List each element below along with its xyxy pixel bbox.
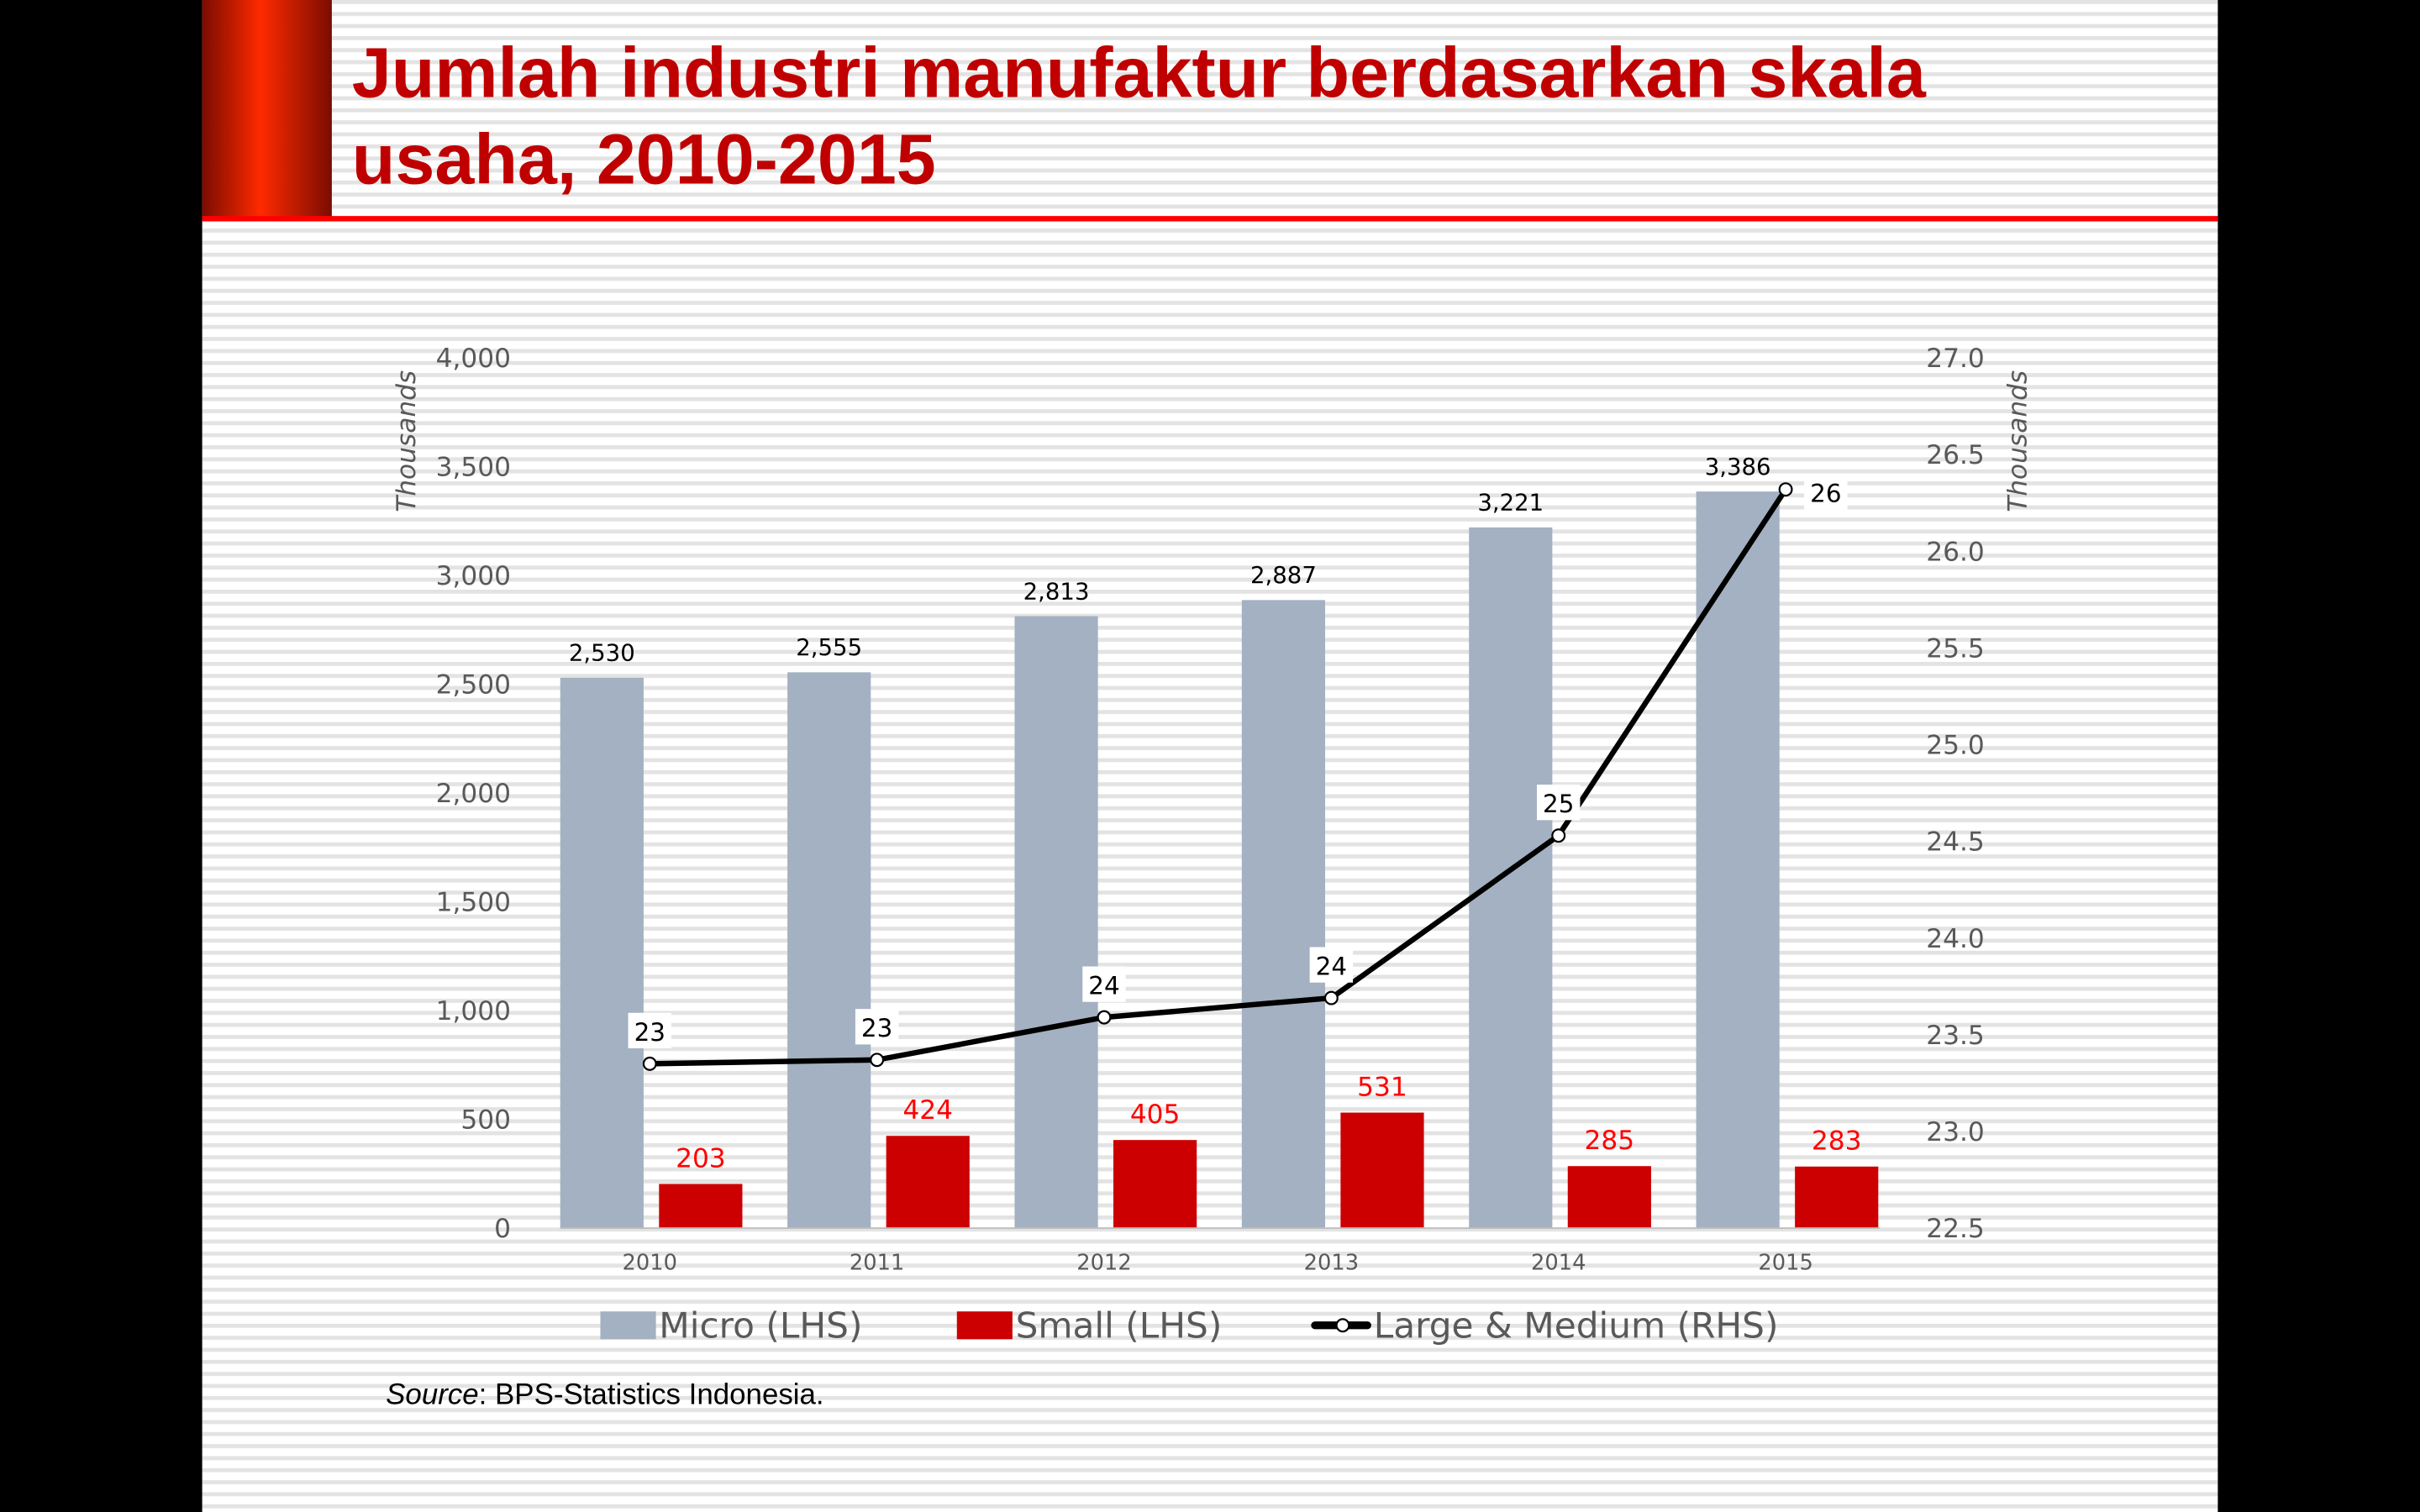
slide-title-line2: usaha, 2010-2015 xyxy=(352,120,936,199)
line-marker-large-medium xyxy=(870,1053,885,1068)
y-tick-label-right: 24.5 xyxy=(1926,827,1985,858)
title-accent-block xyxy=(202,0,332,218)
data-label-small: 283 xyxy=(1812,1126,1862,1157)
data-label-large-medium: 24 xyxy=(1088,972,1119,1000)
data-label-large-medium: 26 xyxy=(1810,479,1841,507)
data-label-large-medium: 25 xyxy=(1543,790,1574,818)
slide-background xyxy=(202,0,2218,1512)
data-label-large-medium: 23 xyxy=(634,1018,666,1047)
data-label-small: 424 xyxy=(902,1095,953,1126)
y-tick-label-right: 24.0 xyxy=(1926,924,1985,954)
y-tick-label-left: 2,000 xyxy=(436,779,511,809)
title-underline xyxy=(202,216,2218,222)
x-tick-label: 2013 xyxy=(1304,1251,1359,1276)
x-tick-label: 2015 xyxy=(1758,1251,1812,1276)
data-label-large-medium: 24 xyxy=(1316,953,1347,981)
line-marker-large-medium xyxy=(1323,990,1339,1005)
y-tick-label-right: 23.5 xyxy=(1926,1021,1985,1051)
legend-swatch-small xyxy=(956,1311,1013,1340)
data-label-micro: 2,555 xyxy=(796,634,862,661)
y-tick-label-right: 22.5 xyxy=(1926,1214,1985,1244)
y-tick-label-right: 27.0 xyxy=(1926,344,1985,374)
line-marker-large-medium xyxy=(1551,828,1566,843)
bar-micro xyxy=(1469,527,1553,1229)
y-tick-label-left: 3,000 xyxy=(436,561,511,591)
x-tick-label: 2014 xyxy=(1531,1251,1586,1276)
line-marker-large-medium xyxy=(1778,482,1793,497)
data-label-micro: 3,386 xyxy=(1705,454,1771,480)
data-label-small: 285 xyxy=(1585,1126,1635,1156)
y-tick-label-right: 25.0 xyxy=(1926,731,1985,761)
bar-small xyxy=(1113,1140,1197,1229)
bar-small xyxy=(659,1184,743,1229)
y-tick-label-left: 500 xyxy=(460,1105,511,1136)
data-label-box-large-medium xyxy=(1309,947,1354,983)
data-label-micro: 2,530 xyxy=(569,640,635,667)
bar-small xyxy=(1567,1166,1651,1229)
data-label-small: 203 xyxy=(676,1143,726,1173)
chart: 0 500 1,000 1,500 2,000 2,500 3,000 3,500 4,000 2… xyxy=(436,344,1985,1275)
line-large-medium xyxy=(650,487,1788,1067)
y-tick-label-right: 26.5 xyxy=(1926,440,1985,470)
line-marker-large-medium xyxy=(1097,1010,1112,1025)
y-tick-label-left: 0 xyxy=(494,1214,511,1244)
legend-swatch-micro xyxy=(600,1311,656,1340)
data-label-small: 531 xyxy=(1357,1072,1407,1102)
data-label-micro: 2,887 xyxy=(1250,562,1317,589)
legend-marker-large-medium xyxy=(1335,1318,1350,1333)
data-label-box-large-medium xyxy=(1537,785,1581,821)
slide-title-line1: Jumlah industri manufaktur berdasarkan s… xyxy=(352,34,1927,113)
x-tick-label: 2011 xyxy=(850,1251,904,1276)
data-label-box-large-medium xyxy=(855,1009,899,1045)
bar-small xyxy=(886,1136,970,1229)
bar-micro xyxy=(560,677,644,1229)
y-tick-label-left: 2,500 xyxy=(436,670,511,701)
x-tick-label: 2010 xyxy=(623,1251,677,1276)
bar-small xyxy=(1340,1112,1424,1229)
line-marker-large-medium xyxy=(642,1056,657,1071)
legend-label-micro: Micro (LHS) xyxy=(659,1305,862,1346)
legend-label-small: Small (LHS) xyxy=(1016,1305,1223,1346)
bar-micro xyxy=(1241,600,1326,1229)
y-axis-title-left: Thousands xyxy=(392,370,422,512)
y-tick-label-right: 26.0 xyxy=(1926,537,1985,567)
source-text: : BPS-Statistics Indonesia. xyxy=(479,1378,824,1410)
y-tick-label-left: 3,500 xyxy=(436,453,511,483)
y-tick-label-right: 25.5 xyxy=(1926,633,1985,664)
data-label-micro: 3,221 xyxy=(1477,490,1544,517)
data-label-box-large-medium xyxy=(628,1012,671,1048)
bar-micro xyxy=(1014,616,1098,1229)
source-note: Source: BPS-Statistics Indonesia. xyxy=(386,1378,823,1410)
y-axis-title-right: Thousands xyxy=(2003,370,2033,512)
legend-label-large-medium: Large & Medium (RHS) xyxy=(1374,1305,1779,1346)
data-label-box-large-medium xyxy=(1082,966,1126,1002)
y-tick-label-left: 1,500 xyxy=(436,888,511,918)
y-tick-label-left: 4,000 xyxy=(436,344,511,374)
data-label-large-medium: 23 xyxy=(861,1014,892,1042)
data-label-box-large-medium xyxy=(1804,474,1848,510)
bar-micro xyxy=(1696,491,1780,1229)
y-tick-label-left: 1,000 xyxy=(436,996,511,1026)
data-label-small: 405 xyxy=(1130,1100,1181,1130)
data-label-micro: 2,813 xyxy=(1023,578,1090,605)
bar-micro xyxy=(787,672,871,1229)
source-label: Source xyxy=(386,1378,479,1410)
x-tick-label: 2012 xyxy=(1076,1251,1131,1276)
bar-small xyxy=(1795,1166,1879,1229)
legend: Micro (LHS) Small (LHS) Large & Medium (… xyxy=(600,1305,1778,1346)
y-tick-label-right: 23.0 xyxy=(1926,1117,1985,1147)
